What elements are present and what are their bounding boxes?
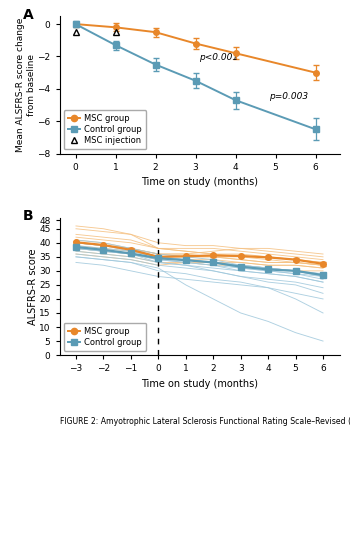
Legend: MSC group, Control group: MSC group, Control group [64,322,146,351]
X-axis label: Time on study (months): Time on study (months) [141,378,258,389]
Y-axis label: ALSFRS-R score: ALSFRS-R score [28,248,37,325]
Text: B: B [23,209,34,223]
Legend: MSC group, Control group, MSC injection: MSC group, Control group, MSC injection [64,110,146,149]
Text: p=0.003: p=0.003 [270,92,309,101]
X-axis label: Time on study (months): Time on study (months) [141,177,258,187]
Text: FIGURE 2: Amyotrophic Lateral Sclerosis Functional Rating Scale–Revised (ALSFRS-: FIGURE 2: Amyotrophic Lateral Sclerosis … [60,417,350,426]
Text: A: A [23,8,34,22]
Y-axis label: Mean ALSFRS-R score change
from baseline: Mean ALSFRS-R score change from baseline [16,18,36,152]
Text: p<0.001: p<0.001 [199,53,239,62]
